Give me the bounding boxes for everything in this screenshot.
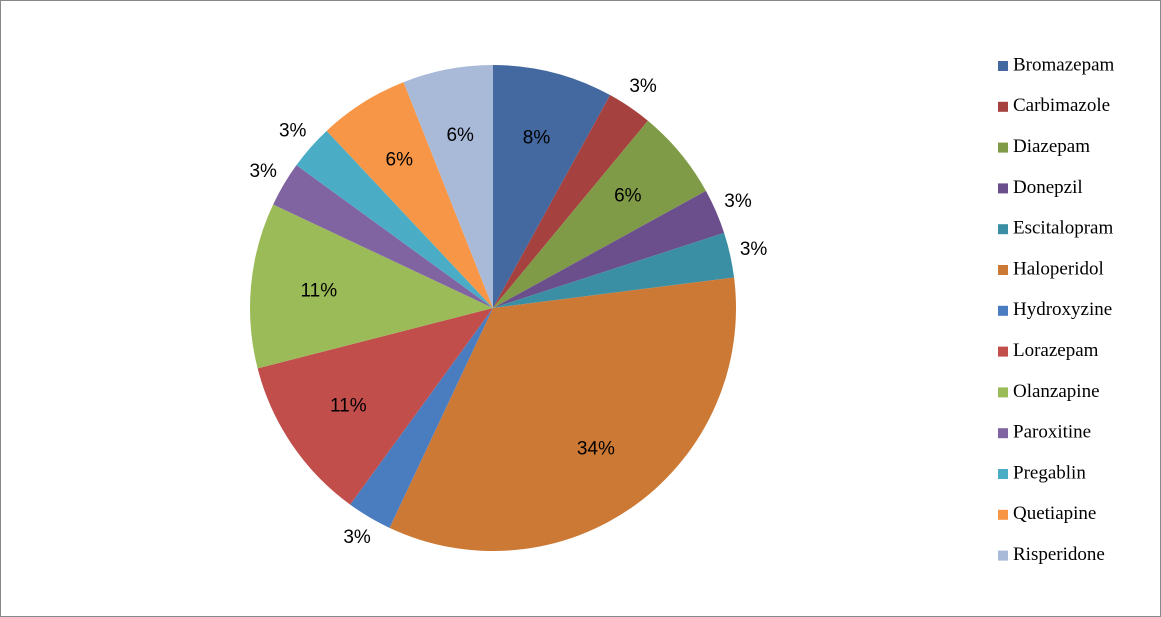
legend-label: Hydroxyzine xyxy=(1013,299,1112,320)
pie-slice xyxy=(326,82,493,308)
pie-slice xyxy=(493,232,735,308)
pie-slice xyxy=(389,277,736,551)
legend-swatch xyxy=(998,509,1008,520)
pie-slice xyxy=(273,165,493,308)
pie-slice xyxy=(249,204,493,369)
legend-label: Lorazepam xyxy=(1013,340,1099,361)
pie-slice xyxy=(493,120,706,308)
data-label: 3% xyxy=(249,161,277,182)
pie-slice xyxy=(403,65,493,308)
legend-swatch xyxy=(998,469,1008,479)
pie-slice xyxy=(493,95,648,308)
legend-label: Haloperidol xyxy=(1013,258,1104,279)
data-label: 3% xyxy=(629,76,657,97)
data-label: 6% xyxy=(386,149,414,170)
legend-swatch xyxy=(998,61,1008,71)
legend-label: Paroxitine xyxy=(1013,422,1091,443)
legend-swatch xyxy=(998,387,1008,398)
legend-swatch xyxy=(998,224,1008,235)
legend-swatch xyxy=(998,550,1008,561)
legend-label: Olanzapine xyxy=(1013,381,1100,402)
data-label: 3% xyxy=(724,191,752,212)
pie-slice xyxy=(350,308,493,528)
legend-swatch xyxy=(998,305,1008,316)
legend-label: Bromazepam xyxy=(1013,54,1115,75)
legend-swatch xyxy=(998,346,1008,357)
legend-swatch xyxy=(998,101,1008,112)
data-label: 34% xyxy=(577,439,615,460)
legend-label: Escitalopram xyxy=(1013,218,1113,239)
pie-slice xyxy=(257,308,493,505)
legend-swatch xyxy=(998,142,1008,153)
legend-swatch xyxy=(998,428,1008,439)
data-label: 3% xyxy=(740,239,768,260)
legend-label: Carbimazole xyxy=(1013,95,1110,116)
pie-slice xyxy=(493,65,611,308)
legend-label: Quetiapine xyxy=(1013,503,1096,524)
legend-label: Pregablin xyxy=(1013,462,1086,483)
data-label: 6% xyxy=(446,125,474,146)
data-label: 3% xyxy=(279,120,307,141)
legend-swatch xyxy=(998,265,1008,275)
legend-label: Donepzil xyxy=(1013,177,1083,198)
legend-label: Risperidone xyxy=(1013,544,1105,565)
legend-label: Diazepam xyxy=(1013,136,1090,157)
data-label: 11% xyxy=(301,281,338,302)
pie-slice xyxy=(296,130,493,308)
data-label: 3% xyxy=(343,527,371,548)
legend-swatch xyxy=(998,183,1008,194)
pie-slice xyxy=(493,190,725,308)
data-label: 8% xyxy=(523,128,551,149)
data-label: 11% xyxy=(330,395,367,416)
data-label: 6% xyxy=(614,185,642,206)
